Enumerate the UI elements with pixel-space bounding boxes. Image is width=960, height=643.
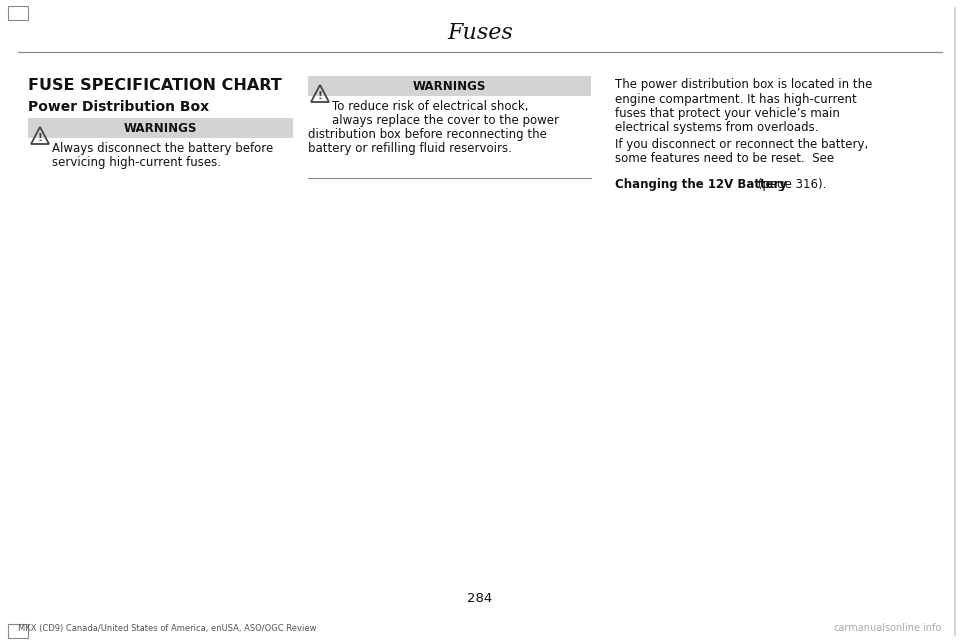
Text: distribution box before reconnecting the: distribution box before reconnecting the: [308, 128, 547, 141]
Text: 284: 284: [468, 592, 492, 604]
Text: Fuses: Fuses: [447, 22, 513, 44]
Text: (page 316).: (page 316).: [755, 178, 827, 191]
Text: The power distribution box is located in the: The power distribution box is located in…: [615, 78, 873, 91]
Text: If you disconnect or reconnect the battery,: If you disconnect or reconnect the batte…: [615, 138, 868, 151]
Text: MKX (CD9) Canada/United States of America, enUSA, ASO/OGC Review: MKX (CD9) Canada/United States of Americ…: [18, 624, 317, 633]
Bar: [28, 118, 293, 138]
Text: some features need to be reset.  See: some features need to be reset. See: [615, 152, 834, 165]
Text: servicing high-current fuses.: servicing high-current fuses.: [52, 156, 221, 169]
Text: !: !: [37, 132, 42, 143]
Text: always replace the cover to the power: always replace the cover to the power: [332, 114, 559, 127]
Text: !: !: [318, 91, 323, 100]
Bar: [308, 76, 591, 96]
Text: electrical systems from overloads.: electrical systems from overloads.: [615, 122, 819, 134]
Text: battery or refilling fluid reservoirs.: battery or refilling fluid reservoirs.: [308, 142, 512, 155]
Text: WARNINGS: WARNINGS: [124, 122, 197, 134]
Text: FUSE SPECIFICATION CHART: FUSE SPECIFICATION CHART: [28, 78, 281, 93]
Text: Changing the 12V Battery: Changing the 12V Battery: [615, 178, 787, 191]
Text: To reduce risk of electrical shock,: To reduce risk of electrical shock,: [332, 100, 529, 113]
Text: engine compartment. It has high-current: engine compartment. It has high-current: [615, 93, 856, 105]
Text: Power Distribution Box: Power Distribution Box: [28, 100, 209, 114]
Text: WARNINGS: WARNINGS: [413, 80, 486, 93]
Bar: [8, 6, 28, 20]
Text: carmanualsonline.info: carmanualsonline.info: [833, 623, 942, 633]
Text: fuses that protect your vehicle’s main: fuses that protect your vehicle’s main: [615, 107, 840, 120]
Bar: [8, 624, 28, 638]
Text: Always disconnect the battery before: Always disconnect the battery before: [52, 142, 274, 155]
